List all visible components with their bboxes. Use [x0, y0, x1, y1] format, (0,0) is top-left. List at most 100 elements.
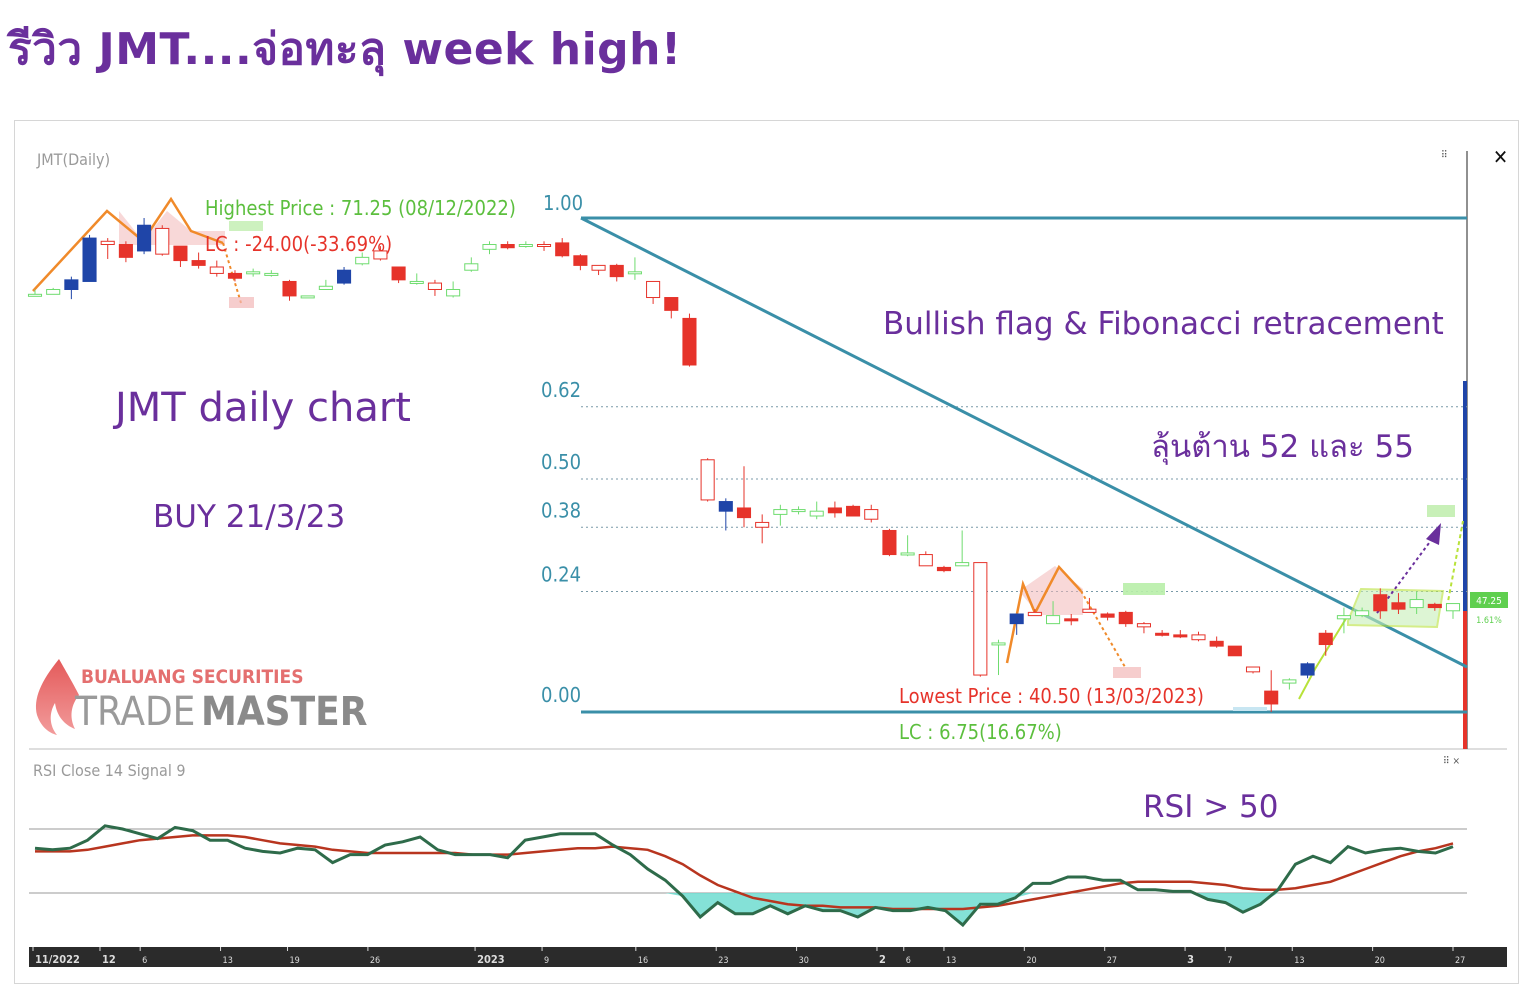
rsi-annotation: RSI > 50: [1143, 789, 1279, 825]
lowest-marker: [1233, 707, 1267, 711]
candle-body-38: [718, 501, 733, 512]
mid-zigzag-fill: [1019, 566, 1083, 615]
x-tick-label-5: 26: [370, 956, 380, 966]
candle-body-58: [1082, 608, 1097, 613]
resistance-annotation: ลุ้นต้าน 52 และ 55: [1151, 429, 1414, 466]
candle-body-44: [827, 507, 842, 514]
chart-canvas[interactable]: JMT(Daily) RSI Close 14 Signal 9 ⠿ ✕ ⠿ ×…: [15, 121, 1518, 983]
candle-body-5: [118, 244, 133, 258]
candle-body-26: [500, 244, 515, 249]
x-tick-label-8: 16: [638, 956, 648, 966]
top-zigzag-fill: [119, 211, 225, 245]
candle-body-11: [227, 272, 243, 279]
candle-body-59: [1100, 613, 1115, 618]
last-price-tag: [1470, 592, 1508, 608]
candle-body-8: [173, 245, 188, 262]
tradermaster-logo: BUALUANG SECURITIES TRADE MASTER: [35, 659, 367, 735]
fib-label-4: 0.24: [541, 563, 581, 587]
candle-body-31: [591, 264, 606, 271]
candle-body-63: [1173, 634, 1188, 638]
x-tick-label-4: 19: [290, 956, 300, 966]
candle-body-10: [209, 266, 224, 274]
x-tick-label-20: 27: [1455, 956, 1465, 966]
buy-annotation: BUY 21/3/23: [153, 499, 345, 535]
time-axis-ticks: 11/2022 12 6 13 19 26 2023 9 16 23 30 2 6 13 20 27 3 7 13 2…: [32, 947, 1465, 966]
candle-body-55: [1027, 611, 1042, 617]
top-green-box: [229, 221, 263, 231]
candle-body-42: [791, 509, 806, 513]
candle-body-47: [882, 529, 897, 556]
fib-levels: 1.00 0.62 0.50 0.38 0.24 0.00: [541, 191, 1467, 714]
x-tick-label-11: 2: [879, 953, 886, 966]
x-tick-label-7: 9: [544, 956, 549, 966]
candle-body-21: [409, 280, 424, 284]
highest-price-label: Highest Price : 71.25 (08/12/2022): [205, 196, 516, 220]
rsi-options-icon[interactable]: ⠿ ×: [1443, 756, 1460, 767]
candle-body-49: [918, 554, 933, 567]
candle-body-16: [318, 285, 333, 290]
brand-right: MASTER: [201, 689, 367, 735]
rsi-oversold-fill: [35, 893, 1453, 925]
candle-body-52: [973, 562, 988, 676]
x-tick-label-12: 6: [906, 956, 911, 966]
candle-body-71: [1318, 632, 1333, 646]
right-axis-marker: [1463, 381, 1467, 745]
mid-green-box: [1123, 583, 1165, 595]
downtrend-line: [580, 216, 1468, 669]
chart-frame: JMT(Daily) RSI Close 14 Signal 9 ⠿ ✕ ⠿ ×…: [14, 120, 1519, 984]
candle-body-22: [427, 282, 442, 290]
candle-body-78: [1445, 603, 1461, 612]
candle-body-54: [1009, 613, 1024, 625]
projection-arrow: [1376, 534, 1436, 614]
close-icon[interactable]: ✕: [1493, 145, 1508, 169]
candle-body-36: [682, 317, 697, 366]
candle-body-14: [282, 280, 297, 297]
candle-body-60: [1118, 611, 1133, 625]
candle-body-4: [100, 240, 115, 246]
candle-body-19: [373, 250, 388, 260]
candle-body-20: [391, 266, 406, 281]
rsi-header: RSI Close 14 Signal 9: [33, 761, 186, 780]
x-tick-label-9: 23: [718, 956, 728, 966]
panel-options-icon[interactable]: ⠿: [1441, 150, 1448, 161]
candle-body-64: [1191, 634, 1206, 641]
x-tick-label-19: 20: [1375, 956, 1385, 966]
candle-body-29: [555, 242, 570, 257]
x-tick-label-0: 11/2022: [35, 953, 80, 966]
right-axis-marker-low: [1463, 611, 1467, 749]
x-tick-label-6: 2023: [477, 953, 505, 966]
candle-body-68: [1264, 690, 1279, 705]
lowest-lc-label: LC : 6.75(16.67%): [899, 720, 1062, 744]
candle-body-43: [809, 510, 824, 517]
x-tick-label-13: 13: [946, 956, 956, 966]
candle-body-6: [137, 224, 152, 252]
candlestick-series: [27, 218, 1461, 712]
candle-body-7: [155, 227, 170, 255]
candle-body-33: [627, 271, 642, 275]
candle-body-66: [1227, 645, 1242, 657]
candle-body-1: [46, 288, 61, 295]
candle-body-56: [1046, 615, 1061, 625]
flag-target-box: [1427, 505, 1455, 517]
brand-left: TRADE: [74, 689, 195, 735]
candle-body-39: [736, 507, 752, 519]
candle-body-48: [900, 552, 915, 556]
candle-body-51: [955, 562, 970, 567]
headline: รีวิว JMT....จ่อทะลุ week high!: [8, 24, 682, 75]
candle-body-28: [536, 244, 552, 248]
fib-label-2: 0.50: [541, 450, 581, 474]
candle-body-13: [264, 272, 279, 276]
fib-label-1: 0.62: [541, 378, 581, 402]
brand-top: BUALUANG SECURITIES: [81, 666, 304, 688]
candle-body-35: [664, 297, 679, 311]
candle-body-17: [337, 269, 352, 284]
candle-body-67: [1245, 666, 1261, 673]
x-tick-label-2: 6: [142, 956, 147, 966]
chart-header: JMT(Daily): [36, 150, 110, 169]
candle-body-75: [1391, 602, 1406, 610]
last-price: 47.25: [1476, 596, 1502, 607]
chart-title-annotation: JMT daily chart: [112, 385, 411, 431]
lowest-price-label: Lowest Price : 40.50 (13/03/2023): [899, 684, 1204, 708]
flag-pole: [1298, 616, 1348, 700]
arrow-head-icon: [1426, 523, 1441, 545]
